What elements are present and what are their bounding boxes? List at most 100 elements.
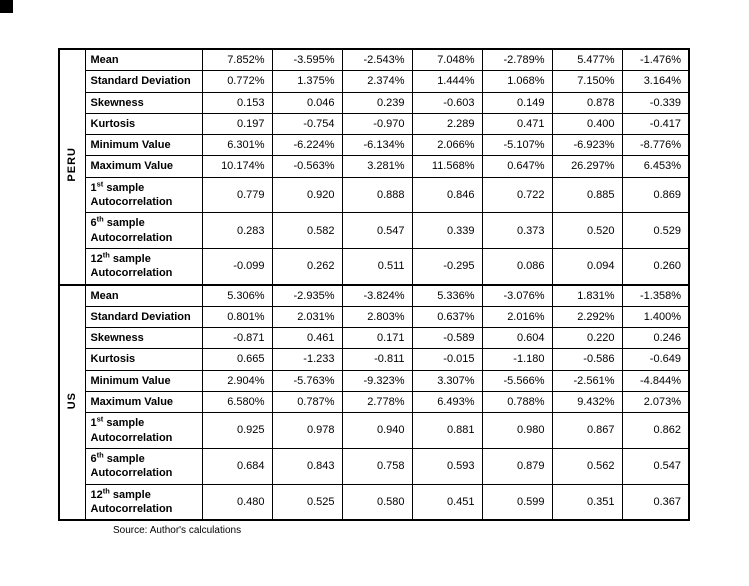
data-cell: 0.940 — [341, 412, 413, 449]
statistics-table-container: PERU Mean 7.852% -3.595% -2.543% 7.048% -2.789… — [58, 48, 690, 536]
data-cell: 0.351 — [551, 483, 623, 521]
data-cell: 6.301% — [201, 134, 273, 157]
group-label: US — [66, 391, 79, 409]
data-cell: 0.520 — [551, 212, 623, 249]
group-label-cell: US — [58, 283, 86, 521]
data-cell: 2.073% — [621, 391, 690, 414]
data-cell: 3.164% — [621, 70, 690, 93]
ordinal-superscript: th — [102, 250, 110, 260]
data-cell: 0.637% — [411, 305, 483, 329]
data-cell: 7.852% — [201, 48, 273, 72]
data-cell: 0.647% — [481, 155, 553, 178]
data-cell: 0.920 — [271, 176, 343, 214]
data-cell: 2.066% — [411, 134, 483, 157]
data-cell: 1.831% — [551, 283, 623, 307]
table-row: Minimum Value 2.904% -5.763% -9.323% 3.307% -… — [59, 369, 690, 393]
row-label: Standard Deviation — [84, 70, 203, 93]
data-cell: 0.722 — [481, 176, 553, 214]
data-cell: -5.107% — [481, 134, 553, 157]
data-cell: 0.885 — [551, 176, 623, 214]
data-cell: 0.086 — [481, 247, 553, 286]
data-cell: 0.400 — [551, 112, 623, 136]
data-cell: 0.788% — [481, 391, 553, 414]
table-row: 6th sample Autocorrelation 0.684 0.843 0.75… — [59, 447, 690, 485]
data-cell: 0.582 — [271, 212, 343, 249]
data-cell: 2.031% — [271, 305, 343, 329]
row-label: Kurtosis — [84, 112, 203, 136]
data-cell: 0.367 — [621, 483, 690, 521]
data-cell: 2.016% — [481, 305, 553, 329]
stats-table-body: PERU Mean 7.852% -3.595% -2.543% 7.048% -2.789… — [58, 48, 690, 521]
data-cell: 2.289 — [411, 112, 483, 136]
data-cell: 0.239 — [341, 91, 413, 114]
data-cell: -0.015 — [411, 348, 483, 371]
data-cell: 0.153 — [201, 91, 273, 114]
data-cell: 0.262 — [271, 247, 343, 286]
table-row: Kurtosis 0.665 -1.233 -0.811 -0.015 -1.180 -0.… — [59, 348, 690, 371]
page-corner-mark — [0, 0, 13, 13]
data-cell: 1.444% — [411, 70, 483, 93]
data-cell: -0.099 — [201, 247, 273, 286]
row-label: Mean — [84, 48, 203, 72]
data-cell: 0.511 — [341, 247, 413, 286]
data-cell: 6.453% — [621, 155, 690, 178]
row-label: Skewness — [84, 91, 203, 114]
data-cell: 11.568% — [411, 155, 483, 178]
data-cell: 0.599 — [481, 483, 553, 521]
data-cell: -6.923% — [551, 134, 623, 157]
row-label: 1st sample Autocorrelation — [84, 176, 203, 214]
table-row: Standard Deviation 0.801% 2.031% 2.803% 0.63… — [59, 305, 690, 329]
data-cell: 3.307% — [411, 369, 483, 393]
data-cell: 0.801% — [201, 305, 273, 329]
source-note: Source: Author's calculations — [113, 525, 242, 537]
data-cell: 0.562 — [551, 447, 623, 485]
data-cell: 2.374% — [341, 70, 413, 93]
table-row: US Mean 5.306% -2.935% -3.824% 5.336% -3.076% 1… — [58, 283, 690, 521]
row-label: Skewness — [84, 327, 203, 350]
table-row: 1st sample Autocorrelation 0.925 0.978 0.94… — [59, 412, 690, 449]
data-cell: -0.649 — [621, 348, 690, 371]
data-cell: -3.076% — [481, 283, 553, 307]
data-cell: 0.978 — [271, 412, 343, 449]
data-cell: 10.174% — [201, 155, 273, 178]
data-cell: 0.879 — [481, 447, 553, 485]
data-cell: -0.754 — [271, 112, 343, 136]
data-cell: -1.180 — [481, 348, 553, 371]
table-row: Maximum Value 6.580% 0.787% 2.778% 6.493% 0.7… — [59, 391, 690, 414]
data-cell: 5.306% — [201, 283, 273, 307]
table-row: Kurtosis 0.197 -0.754 -0.970 2.289 0.471 0.400… — [59, 112, 690, 136]
data-cell: 0.925 — [201, 412, 273, 449]
table-row: Skewness -0.871 0.461 0.171 -0.589 0.604 0.220… — [59, 327, 690, 350]
data-cell: 5.336% — [411, 283, 483, 307]
data-cell: 0.580 — [341, 483, 413, 521]
data-cell: 9.432% — [551, 391, 623, 414]
data-cell: 0.888 — [341, 176, 413, 214]
data-cell: 0.046 — [271, 91, 343, 114]
row-label: 12th sample Autocorrelation — [84, 483, 203, 521]
data-cell: -1.233 — [271, 348, 343, 371]
data-cell: -8.776% — [621, 134, 690, 157]
data-cell: 0.547 — [621, 447, 690, 485]
data-cell: -0.871 — [201, 327, 273, 350]
row-label: 1st sample Autocorrelation — [84, 412, 203, 449]
data-cell: -2.543% — [341, 48, 413, 72]
data-cell: 0.529 — [621, 212, 690, 249]
data-cell: 2.778% — [341, 391, 413, 414]
data-cell: -6.134% — [341, 134, 413, 157]
data-cell: -0.295 — [411, 247, 483, 286]
row-label: Maximum Value — [84, 391, 203, 414]
data-cell: 0.547 — [341, 212, 413, 249]
table-row: 6th sample Autocorrelation 0.283 0.582 0.54… — [59, 212, 690, 249]
data-cell: -1.358% — [621, 283, 690, 307]
statistics-table: PERU Mean 7.852% -3.595% -2.543% 7.048% -2.789… — [58, 48, 690, 522]
data-cell: 0.471 — [481, 112, 553, 136]
data-cell: 6.580% — [201, 391, 273, 414]
data-cell: -0.586 — [551, 348, 623, 371]
data-cell: 0.758 — [341, 447, 413, 485]
data-cell: 2.803% — [341, 305, 413, 329]
data-cell: -0.811 — [341, 348, 413, 371]
row-label: Maximum Value — [84, 155, 203, 178]
data-cell: 0.220 — [551, 327, 623, 350]
group-label-cell: PERU — [58, 48, 86, 286]
